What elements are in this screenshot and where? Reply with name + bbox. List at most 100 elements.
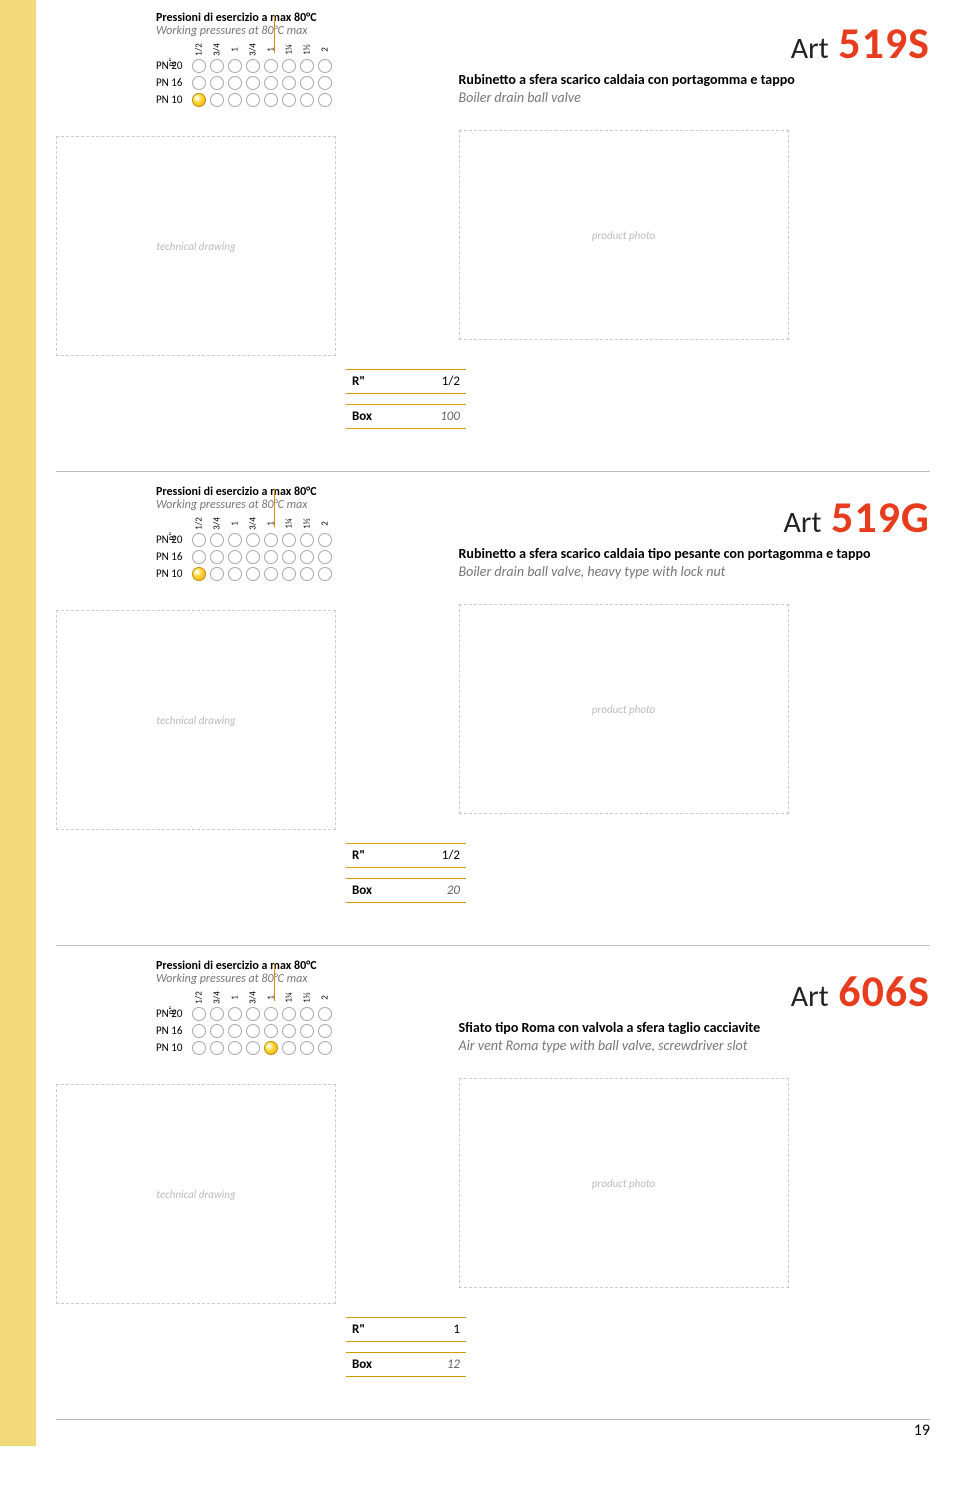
pressure-cell [246, 93, 260, 107]
pressure-cell [228, 1007, 242, 1021]
pressure-cell [318, 1024, 332, 1038]
pressure-cell [300, 533, 314, 547]
pressure-corner: R" [168, 506, 179, 540]
pressure-grid: R"1/23/413/411¼1½2PN 20PN 16PN 10 [156, 989, 366, 1056]
desc-italian: Rubinetto a sfera scarico caldaia con po… [459, 72, 930, 88]
pressure-cell [228, 550, 242, 564]
pressure-cell [282, 1007, 296, 1021]
pressure-cell [264, 533, 278, 547]
pressure-col-head: 2 [320, 514, 331, 532]
pressure-row-head: PN 10 [156, 1041, 190, 1054]
pressure-col-head: 1 [230, 514, 241, 532]
accent-line [274, 489, 275, 527]
pressure-cell [192, 550, 206, 564]
pressure-cell [282, 567, 296, 581]
product-photo: product photo [459, 604, 789, 814]
pressure-cell [246, 550, 260, 564]
tech-drawing: technical drawing [56, 136, 336, 356]
desc-italian: Rubinetto a sfera scarico caldaia tipo p… [459, 546, 930, 562]
box-label: Box [352, 1357, 372, 1372]
section-left-col: Pressioni di esercizio a max 80°C Workin… [56, 12, 441, 457]
pressure-col-head: 2 [320, 988, 331, 1006]
content-area: Pressioni di esercizio a max 80°C Workin… [36, 0, 960, 1446]
pressure-cell [246, 533, 260, 547]
pressure-cell [228, 567, 242, 581]
pressure-title-en: Working pressures at 80°C max [156, 499, 366, 512]
pressure-cell [192, 1007, 206, 1021]
pressure-cell [300, 76, 314, 90]
pressure-cell [300, 1041, 314, 1055]
pressure-legend: Pressioni di esercizio a max 80°C Workin… [156, 960, 366, 1056]
pressure-cell [228, 1041, 242, 1055]
pressure-cell [210, 93, 224, 107]
pressure-cell [192, 1041, 206, 1055]
pressure-cell [264, 550, 278, 564]
pressure-cell [318, 93, 332, 107]
accent-line [274, 15, 275, 53]
pressure-grid: R"1/23/413/411¼1½2PN 20PN 16PN 10 [156, 515, 366, 582]
art-heading: Art 519S [459, 16, 930, 70]
pressure-cell [300, 93, 314, 107]
pressure-cell [210, 1024, 224, 1038]
pressure-row-head: PN 10 [156, 93, 190, 106]
pressure-cell [210, 1007, 224, 1021]
pressure-title-en: Working pressures at 80°C max [156, 973, 366, 986]
pressure-col-head: 1¼ [284, 988, 295, 1006]
pressure-cell [318, 550, 332, 564]
pressure-col-head: 3/4 [248, 40, 259, 58]
section-right-col: Art 519G Rubinetto a sfera scarico calda… [441, 486, 930, 931]
pressure-cell [192, 93, 206, 107]
pressure-row-head: PN 16 [156, 550, 190, 563]
pressure-cell [228, 533, 242, 547]
section-left-col: Pressioni di esercizio a max 80°C Workin… [56, 486, 441, 931]
pressure-cell [246, 1007, 260, 1021]
pressure-cell [300, 59, 314, 73]
pressure-cell [264, 1024, 278, 1038]
pressure-cell [210, 550, 224, 564]
pressure-cell [264, 93, 278, 107]
pressure-col-head: 1 [230, 40, 241, 58]
pressure-cell [300, 1007, 314, 1021]
pressure-col-head: 1/2 [194, 514, 205, 532]
pressure-cell [246, 1041, 260, 1055]
left-color-bar [0, 0, 36, 1446]
pressure-cell [264, 567, 278, 581]
pressure-col-head: 1¼ [284, 514, 295, 532]
pressure-cell [210, 567, 224, 581]
pressure-cell [300, 567, 314, 581]
pressure-col-head: 1¼ [284, 40, 295, 58]
pressure-cell [318, 59, 332, 73]
pressure-cell [282, 59, 296, 73]
pressure-legend: Pressioni di esercizio a max 80°C Workin… [156, 486, 366, 582]
pressure-cell [264, 1041, 278, 1055]
desc-italian: Sfiato tipo Roma con valvola a sfera tag… [459, 1020, 930, 1036]
pressure-cell [318, 1041, 332, 1055]
tech-drawing: technical drawing [56, 610, 336, 830]
pressure-row-head: PN 10 [156, 567, 190, 580]
pressure-cell [282, 533, 296, 547]
pressure-cell [282, 550, 296, 564]
desc-english: Boiler drain ball valve, heavy type with… [459, 564, 930, 580]
pressure-cell [264, 59, 278, 73]
art-prefix: Art [791, 978, 829, 1015]
pressure-cell [282, 76, 296, 90]
pressure-col-head: 1½ [302, 40, 313, 58]
pressure-col-head: 1 [230, 988, 241, 1006]
pressure-col-head: 1/2 [194, 40, 205, 58]
pressure-cell [264, 76, 278, 90]
page: Pressioni di esercizio a max 80°C Workin… [0, 0, 960, 1446]
pressure-corner: R" [168, 980, 179, 1014]
pressure-cell [192, 533, 206, 547]
pressure-cell [192, 59, 206, 73]
pressure-cell [300, 1024, 314, 1038]
r-label: R" [352, 374, 365, 389]
box-label: Box [352, 883, 372, 898]
pressure-cell [246, 567, 260, 581]
page-number: 19 [914, 1421, 930, 1440]
pressure-cell [192, 1024, 206, 1038]
pressure-col-head: 1½ [302, 514, 313, 532]
product-section-606s: Pressioni di esercizio a max 80°C Workin… [56, 960, 930, 1420]
pressure-cell [246, 76, 260, 90]
pressure-cell [228, 76, 242, 90]
pressure-cell [228, 59, 242, 73]
